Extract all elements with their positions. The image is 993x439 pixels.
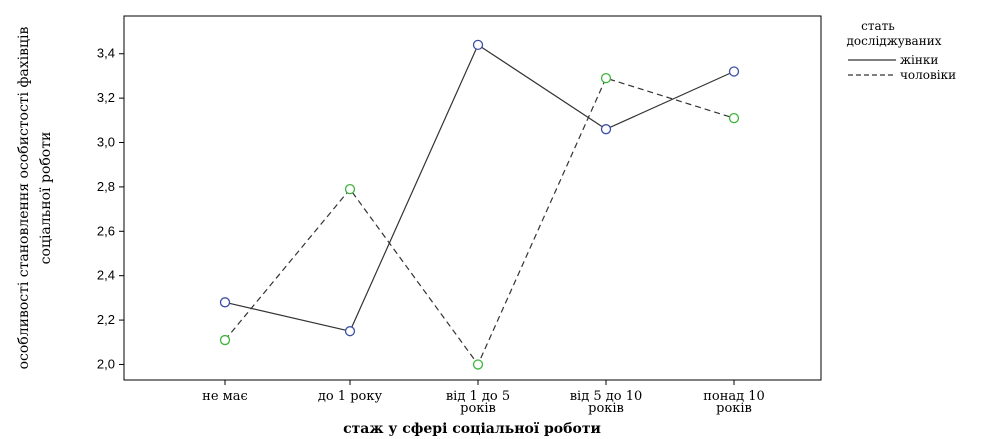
x-tick-label: не має	[202, 389, 248, 404]
y-tick-label: 2,0	[97, 356, 115, 371]
data-point	[472, 359, 484, 370]
data-point	[728, 112, 740, 124]
legend-label: жінки	[900, 53, 938, 67]
legend-title-line: досліджуваних	[847, 34, 942, 48]
x-tick-label: від 1 до 5	[446, 389, 510, 404]
y-tick-label: 2,8	[97, 179, 115, 194]
x-axis-title: стаж у сфері соціальної роботи	[343, 421, 601, 437]
y-tick-label: 3,0	[97, 135, 115, 150]
y-tick-label: 3,4	[97, 46, 115, 61]
legend-label: чоловіки	[900, 68, 956, 82]
data-point	[728, 66, 740, 77]
y-axis-ticks: 2,0 2,2 2,4 2,6 2,8 3,0 3,2 3,4	[97, 46, 124, 371]
x-tick-label: років	[460, 401, 496, 416]
y-tick-label: 2,2	[97, 312, 115, 327]
data-point	[600, 72, 612, 84]
x-tick-label: років	[716, 401, 752, 416]
x-tick-label: років	[588, 401, 624, 416]
data-point	[472, 39, 484, 51]
x-tick-label: від 5 до 10	[570, 389, 643, 404]
series-group	[219, 39, 740, 370]
data-point	[344, 183, 356, 195]
y-axis-title-line: особливості становлення особистості фахі…	[16, 26, 32, 369]
data-point	[344, 326, 356, 337]
y-axis-title: особливості становлення особистості фахі…	[16, 26, 54, 369]
x-tick-label: понад 10	[703, 389, 765, 404]
data-point	[219, 334, 231, 346]
y-tick-label: 2,6	[97, 223, 115, 238]
plot-area	[123, 15, 822, 381]
legend-title-line: стать	[861, 19, 895, 33]
x-tick-label: до 1 року	[318, 389, 383, 404]
data-point	[219, 297, 231, 308]
y-axis-title-line: соціальної роботи	[38, 132, 54, 265]
y-tick-label: 2,4	[97, 268, 115, 283]
y-tick-label: 3,2	[97, 90, 115, 105]
data-point	[600, 124, 612, 135]
